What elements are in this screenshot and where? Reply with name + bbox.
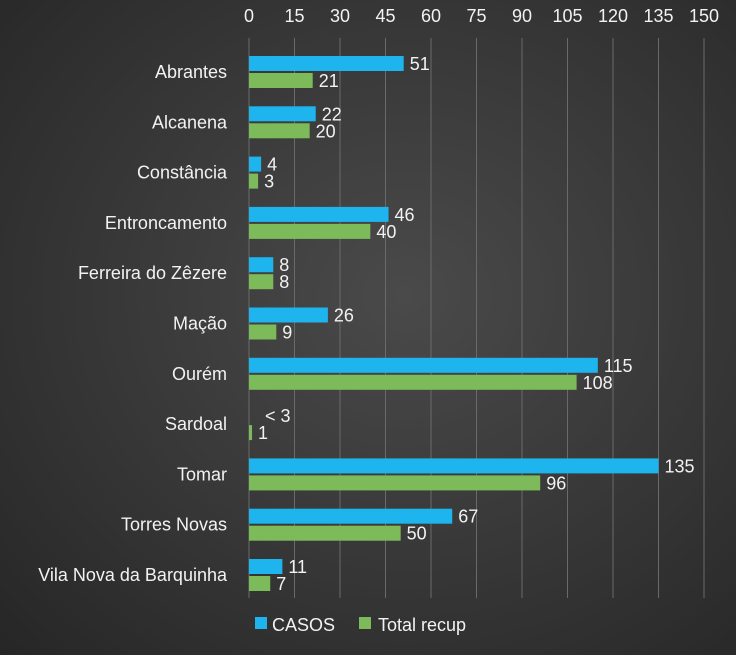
category-label: Torres Novas [121, 515, 227, 535]
x-tick-label: 150 [689, 6, 719, 26]
bar-casos [249, 559, 283, 574]
data-label-total-recup: 108 [583, 373, 613, 393]
data-label-total-recup: 20 [316, 121, 336, 141]
bar-casos [249, 56, 404, 71]
x-tick-label: 15 [284, 6, 304, 26]
legend-label-total-recup: Total recup [378, 615, 466, 635]
bar-casos [249, 156, 262, 172]
bar-total-recup [249, 525, 401, 541]
bar-total-recup [249, 73, 313, 88]
data-label-casos: 115 [604, 356, 633, 376]
bar-total-recup [249, 123, 310, 139]
bar-casos [249, 206, 389, 222]
x-tick-label: 135 [643, 6, 673, 26]
category-label: Abrantes [155, 62, 227, 82]
bar-casos [249, 458, 659, 474]
data-label-casos: 11 [288, 557, 307, 577]
data-label-total-recup: 50 [407, 524, 427, 544]
bar-casos [249, 257, 274, 273]
bar-total-recup [249, 374, 577, 390]
bar-total-recup [249, 475, 541, 491]
data-label-total-recup: 8 [279, 272, 289, 292]
category-label: Mação [173, 314, 227, 334]
bar-total-recup [249, 223, 371, 239]
data-label-casos: 22 [322, 104, 342, 124]
data-label-total-recup: 40 [376, 222, 396, 242]
x-tick-label: 90 [512, 6, 532, 26]
data-label-total-recup: 21 [319, 71, 339, 91]
bar-total-recup [249, 173, 259, 189]
bar-casos [249, 307, 328, 323]
data-label-total-recup: 1 [258, 423, 268, 443]
legend: CASOS Total recup [255, 615, 466, 635]
category-label: Tomar [177, 464, 227, 484]
bar-casos [249, 357, 598, 373]
category-labels: Abrantes Alcanena Constância Entroncamento F… [38, 62, 228, 585]
x-tick-label: 60 [421, 6, 441, 26]
bar-total-recup [249, 425, 253, 441]
category-label: Constância [137, 163, 228, 183]
x-tick-label: 30 [330, 6, 350, 26]
data-label-casos: 8 [279, 255, 289, 275]
x-axis-ticks: 0 15 30 45 60 75 90 105 120 135 150 [244, 6, 719, 26]
data-label-casos: 46 [395, 205, 415, 225]
data-label-casos: 26 [334, 306, 354, 326]
data-label-total-recup: 3 [264, 172, 274, 192]
data-label-casos: 51 [410, 54, 430, 74]
data-label-total-recup: 96 [546, 473, 566, 493]
data-label-casos: 135 [665, 456, 695, 476]
bars [249, 56, 659, 591]
x-tick-label: 75 [466, 6, 486, 26]
data-label-total-recup: 9 [282, 323, 292, 343]
data-label-casos: < 3 [265, 406, 291, 426]
legend-swatch-casos [255, 617, 267, 629]
bar-casos [249, 106, 316, 122]
category-label: Alcanena [152, 112, 228, 132]
category-label: Entroncamento [105, 213, 227, 233]
legend-label-casos: CASOS [272, 615, 335, 635]
category-label: Vila Nova da Barquinha [38, 565, 228, 585]
legend-swatch-total-recup [359, 617, 371, 629]
bar-total-recup [249, 274, 274, 290]
category-label: Sardoal [165, 414, 227, 434]
x-tick-label: 120 [598, 6, 628, 26]
data-label-casos: 67 [458, 507, 478, 527]
bar-casos [249, 508, 453, 524]
category-label: Ourém [172, 364, 227, 384]
x-tick-label: 0 [244, 6, 254, 26]
data-label-casos: 4 [267, 155, 277, 175]
bar-total-recup [249, 576, 271, 591]
data-label-total-recup: 7 [276, 574, 286, 594]
x-tick-label: 105 [552, 6, 582, 26]
bar-total-recup [249, 324, 277, 340]
category-label: Ferreira do Zêzere [78, 263, 227, 283]
x-tick-label: 45 [375, 6, 395, 26]
